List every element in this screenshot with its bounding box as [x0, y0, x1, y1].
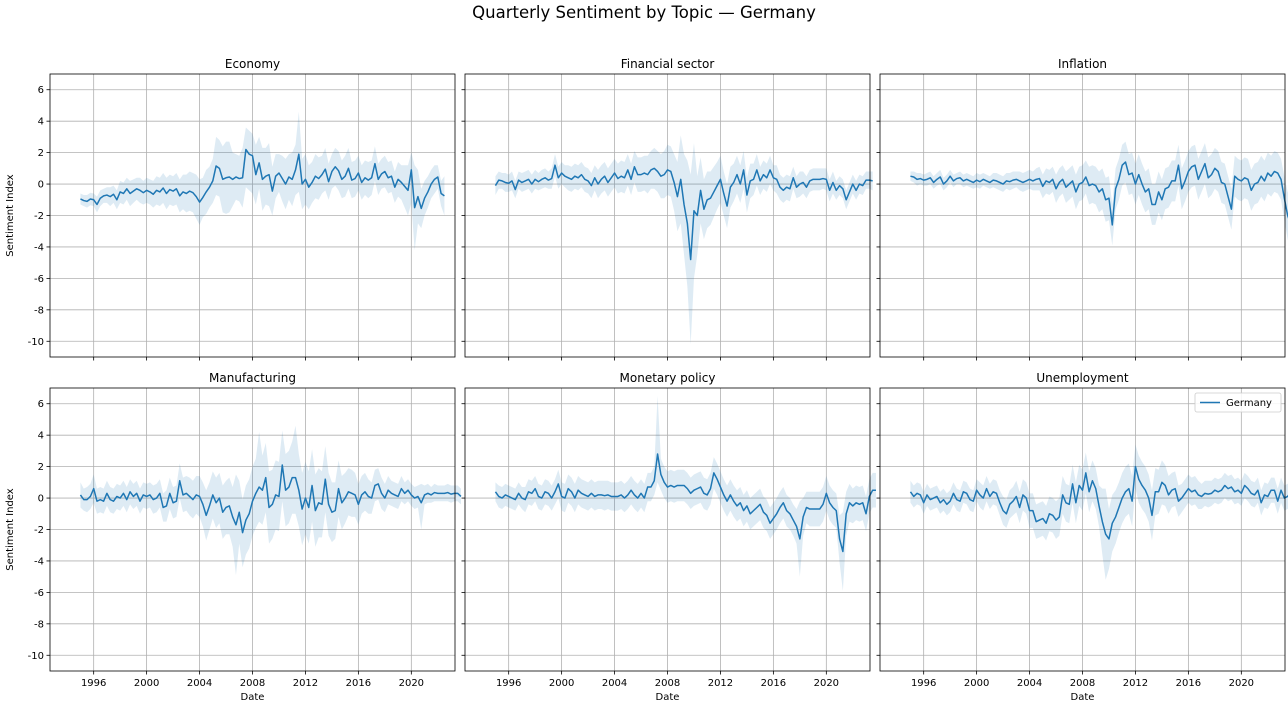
y-tick-label: -2: [34, 211, 44, 222]
x-tick-label: 2012: [293, 678, 318, 689]
series-line: [909, 465, 1288, 540]
series-line: [910, 161, 1288, 226]
y-tick-label: -2: [34, 525, 44, 536]
series-line: [494, 164, 873, 261]
y-tick-label: -8: [34, 619, 44, 630]
x-tick-label: 2016: [346, 678, 371, 689]
legend-label: Germany: [1226, 398, 1272, 409]
y-tick-label: -6: [34, 274, 44, 285]
x-axis-label: Date: [656, 692, 680, 703]
x-tick-label: 2004: [602, 678, 627, 689]
x-tick-label: 1996: [496, 678, 521, 689]
y-tick-label: -10: [28, 337, 44, 348]
series-line: [80, 148, 445, 210]
subplot-title: Unemployment: [1036, 371, 1129, 385]
y-tick-label: 6: [38, 85, 44, 96]
subplot-economy: -10 -8 -6 -4 -2 0 2 4 6 Economy Sentiment Index: [5, 57, 456, 361]
x-tick-label: 2016: [761, 678, 786, 689]
series-line: [494, 453, 876, 553]
x-tick-label: 2020: [1229, 678, 1254, 689]
x-tick-label: 2008: [240, 678, 265, 689]
y-axis-label: Sentiment Index: [5, 174, 16, 256]
legend: Germany: [1194, 392, 1282, 413]
confidence-band: [80, 111, 445, 251]
y-tick-label: 2: [38, 462, 44, 473]
y-tick-label: 4: [38, 431, 44, 442]
x-axis-label: Date: [1071, 692, 1095, 703]
x-tick-label: 2000: [134, 678, 159, 689]
subplot-monetary-policy: 1996 2000 2004 2008 2012 2016 2020 Monetary pol…: [461, 371, 876, 703]
x-tick-label: 2000: [549, 678, 574, 689]
y-axis-label: Sentiment Index: [5, 488, 16, 570]
y-tick-label: 2: [38, 148, 44, 159]
y-tick-label: -6: [34, 588, 44, 599]
y-tick-label: 6: [38, 399, 44, 410]
x-tick-label: 2000: [964, 678, 989, 689]
y-tick-label: -10: [28, 651, 44, 662]
x-tick-label: 2012: [708, 678, 733, 689]
y-tick-label: 0: [38, 180, 44, 191]
y-tick-label: -4: [34, 556, 44, 567]
subplot-manufacturing: 1996 2000 2004 2008 2012 2016 2020 -10 -8 -6 -4 -2 0…: [5, 371, 462, 703]
confidence-band: [495, 395, 876, 591]
x-tick-label: 2016: [1176, 678, 1201, 689]
subplot-title: Inflation: [1058, 57, 1107, 71]
x-tick-label: 2008: [1070, 678, 1095, 689]
confidence-band: [910, 141, 1288, 246]
confidence-band: [80, 425, 461, 576]
x-tick-label: 2004: [187, 678, 212, 689]
x-tick-label: 2020: [399, 678, 424, 689]
confidence-band: [910, 444, 1288, 580]
subplot-inflation: Inflation: [876, 57, 1288, 361]
y-tick-label: -4: [34, 242, 44, 253]
subplot-financial-sector: Financial sector: [461, 57, 873, 361]
legend-box: [1194, 392, 1282, 413]
figure-title: Quarterly Sentiment by Topic — Germany: [472, 3, 816, 22]
x-tick-label: 2004: [1017, 678, 1042, 689]
series-line: [79, 464, 462, 534]
y-tick-label: -8: [34, 305, 44, 316]
x-tick-label: 1996: [81, 678, 106, 689]
x-tick-label: 2008: [655, 678, 680, 689]
subplot-title: Economy: [225, 57, 280, 71]
x-axis-label: Date: [241, 692, 265, 703]
confidence-band: [495, 135, 873, 345]
x-tick-label: 1996: [911, 678, 936, 689]
subplot-title: Manufacturing: [209, 371, 296, 385]
y-tick-label: 0: [38, 494, 44, 505]
subplot-unemployment: 1996 2000 2004 2008 2012 2016 2020 Unemployment…: [876, 371, 1288, 703]
x-tick-label: 2012: [1123, 678, 1148, 689]
x-tick-label: 2020: [814, 678, 839, 689]
subplot-title: Financial sector: [621, 57, 715, 71]
subplot-title: Monetary policy: [620, 371, 716, 385]
y-tick-label: 4: [38, 117, 44, 128]
